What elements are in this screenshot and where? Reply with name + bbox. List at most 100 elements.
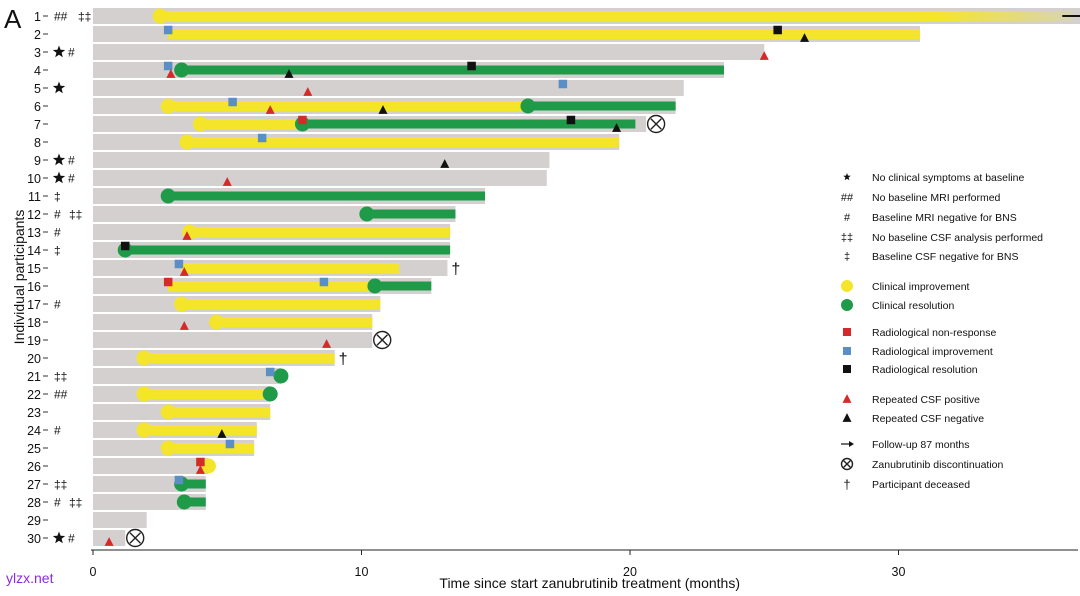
legend-label: Clinical improvement — [872, 281, 970, 293]
clinical_resolution-segment — [302, 119, 636, 129]
baseline-mark: # — [54, 208, 61, 222]
legend-label: Follow-up 87 months — [872, 439, 969, 451]
legend-symbol: ‡‡ — [841, 232, 853, 244]
star-mark — [52, 531, 66, 544]
x-tick-label: 10 — [355, 565, 369, 579]
radiological-nonresponse-marker — [298, 115, 307, 125]
duration-bar — [93, 80, 684, 96]
star-mark — [52, 81, 66, 94]
participant-label: 28 — [27, 496, 41, 510]
participant-row-3: 3 # — [34, 44, 765, 60]
legend-red-triangle — [842, 394, 852, 403]
baseline-mark: # — [68, 172, 75, 186]
baseline-mark: # — [54, 424, 61, 438]
discontinuation-marker — [126, 528, 145, 548]
csf-positive-marker — [303, 87, 313, 96]
discontinuation-marker — [646, 114, 666, 134]
clinical_improvement-segment — [181, 263, 400, 273]
legend-label: Radiological non-response — [872, 327, 996, 339]
clinical_resolution-segment — [374, 281, 432, 291]
clinical_improvement-dot — [152, 8, 168, 24]
legend-label: Repeated CSF positive — [872, 394, 980, 406]
clinical_improvement-segment — [168, 101, 528, 111]
participant-label: 1 — [34, 10, 41, 24]
x-tick-label: 20 — [623, 565, 637, 579]
legend-item: No clinical symptoms at baseline — [872, 172, 1024, 184]
clinical_improvement-segment — [216, 317, 373, 327]
legend-label: Clinical resolution — [872, 300, 954, 312]
participant-row-5: 5 — [34, 80, 684, 96]
duration-bar — [93, 332, 373, 348]
csf-positive-marker — [759, 51, 769, 60]
baseline-mark: ‡ — [54, 244, 61, 258]
participant-row-15: 15 † — [27, 260, 460, 278]
participant-label: 8 — [34, 136, 41, 150]
legend-item: † Participant deceased — [843, 477, 970, 492]
csf-positive-marker — [104, 537, 114, 546]
baseline-mark: # — [68, 532, 75, 546]
participant-label: 22 — [27, 388, 41, 402]
participant-row-25: 25 — [27, 440, 255, 456]
clinical_improvement-segment — [200, 119, 303, 129]
baseline-mark: ‡‡ — [54, 370, 67, 384]
clinical_improvement-segment — [189, 227, 451, 237]
clinical_improvement-dot — [174, 296, 190, 312]
baseline-mark: ## — [54, 388, 68, 402]
legend-item: ‡‡ No baseline CSF analysis performed — [841, 232, 1043, 244]
participant-row-24: 24 # — [27, 422, 257, 438]
participant-row-8: 8 — [34, 134, 620, 150]
clinical_improvement-dot — [136, 422, 152, 438]
star-mark — [52, 171, 66, 184]
legend-item: Repeated CSF negative — [872, 413, 984, 425]
csf-positive-marker — [166, 69, 176, 78]
radiological-resolution-marker — [773, 25, 782, 35]
star-mark — [52, 45, 66, 58]
participant-label: 7 — [34, 118, 41, 132]
y-axis-label: Individual participants — [11, 210, 27, 345]
legend-black-square — [843, 365, 851, 373]
clinical_resolution-dot — [367, 278, 383, 294]
legend-label: Baseline CSF negative for BNS — [872, 251, 1019, 263]
participant-label: 24 — [27, 424, 41, 438]
participant-row-4: 4 — [34, 62, 724, 78]
participant-label: 20 — [27, 352, 41, 366]
legend-symbol: # — [844, 212, 851, 224]
participant-label: 14 — [27, 244, 41, 258]
clinical_resolution-dot — [359, 206, 375, 222]
clinical_resolution-segment — [181, 479, 206, 489]
participant-label: 12 — [27, 208, 41, 222]
radiological-improvement-marker — [319, 277, 329, 287]
duration-bar — [93, 368, 281, 384]
participant-label: 15 — [27, 262, 41, 276]
clinical_resolution-dot — [160, 188, 176, 204]
watermark: ylzx.net — [6, 570, 54, 586]
participant-label: 9 — [34, 154, 41, 168]
star-mark — [52, 153, 66, 166]
legend-symbol: ## — [841, 192, 854, 204]
clinical_improvement-dot — [136, 350, 152, 366]
legend-label: Repeated CSF negative — [872, 413, 984, 425]
csf-negative-marker — [440, 159, 450, 168]
legend-item: Repeated CSF positive — [872, 394, 980, 406]
x-tick-label: 0 — [90, 565, 97, 579]
clinical_resolution-dot — [520, 98, 536, 114]
participant-row-14: 14 ‡ — [27, 242, 451, 258]
legend-item: Zanubrutinib discontinuation — [872, 459, 1003, 471]
radiological-improvement-marker — [163, 25, 173, 35]
clinical_improvement-segment — [144, 389, 271, 399]
legend-item: ‡ Baseline CSF negative for BNS — [844, 251, 1019, 263]
legend-label: Participant deceased — [872, 479, 970, 491]
participant-row-18: 18 — [27, 314, 373, 330]
clinical_improvement-dot — [136, 386, 152, 402]
participant-row-7: 7 — [34, 116, 647, 132]
clinical_improvement-dot — [200, 458, 216, 474]
legend-item: # Baseline MRI negative for BNS — [844, 212, 1017, 224]
clinical_resolution-segment — [168, 191, 486, 201]
participant-label: 2 — [34, 28, 41, 42]
legend-label: Baseline MRI negative for BNS — [872, 212, 1017, 224]
legend-label: Zanubrutinib discontinuation — [872, 459, 1003, 471]
participant-label: 30 — [27, 532, 41, 546]
radiological-resolution-marker — [120, 241, 130, 251]
clinical_improvement-segment — [168, 29, 920, 39]
x-tick-label: 30 — [892, 565, 906, 579]
